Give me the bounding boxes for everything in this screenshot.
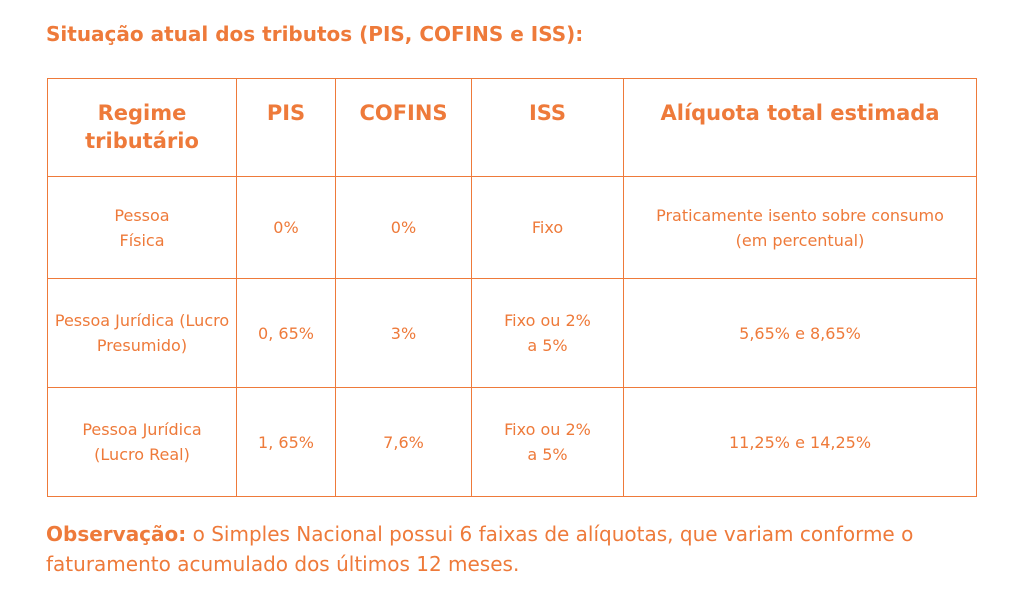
cell-iss: Fixo ou 2% a 5%	[471, 278, 624, 388]
cell-pis: 1, 65%	[236, 387, 336, 497]
cell-regime: Pessoa Jurídica (Lucro Real)	[47, 387, 237, 497]
cell-regime: Pessoa Física	[47, 176, 237, 279]
cell-total: 11,25% e 14,25%	[623, 387, 977, 497]
tax-table: Regime tributário PIS COFINS ISS Alíquot…	[47, 78, 977, 497]
cell-pis: 0, 65%	[236, 278, 336, 388]
cell-iss: Fixo ou 2% a 5%	[471, 387, 624, 497]
note-text: o Simples Nacional possui 6 faixas de al…	[46, 522, 914, 576]
header-regime: Regime tributário	[47, 78, 237, 177]
note-label: Observação:	[46, 522, 187, 546]
cell-total: 5,65% e 8,65%	[623, 278, 977, 388]
cell-cofins: 7,6%	[335, 387, 472, 497]
cell-iss: Fixo	[471, 176, 624, 279]
cell-pis: 0%	[236, 176, 336, 279]
cell-total: Praticamente isento sobre consumo (em pe…	[623, 176, 977, 279]
table-row: Pessoa Jurídica (Lucro Presumido) 0, 65%…	[47, 278, 977, 388]
observation-note: Observação: o Simples Nacional possui 6 …	[46, 519, 966, 579]
cell-cofins: 0%	[335, 176, 472, 279]
cell-regime: Pessoa Jurídica (Lucro Presumido)	[47, 278, 237, 388]
header-pis: PIS	[236, 78, 336, 177]
table-row: Pessoa Jurídica (Lucro Real) 1, 65% 7,6%…	[47, 387, 977, 497]
table-row: Pessoa Física 0% 0% Fixo Praticamente is…	[47, 176, 977, 279]
header-cofins: COFINS	[335, 78, 472, 177]
page-title: Situação atual dos tributos (PIS, COFINS…	[46, 22, 584, 46]
table-header-row: Regime tributário PIS COFINS ISS Alíquot…	[47, 78, 977, 177]
cell-cofins: 3%	[335, 278, 472, 388]
header-iss: ISS	[471, 78, 624, 177]
header-total: Alíquota total estimada	[623, 78, 977, 177]
